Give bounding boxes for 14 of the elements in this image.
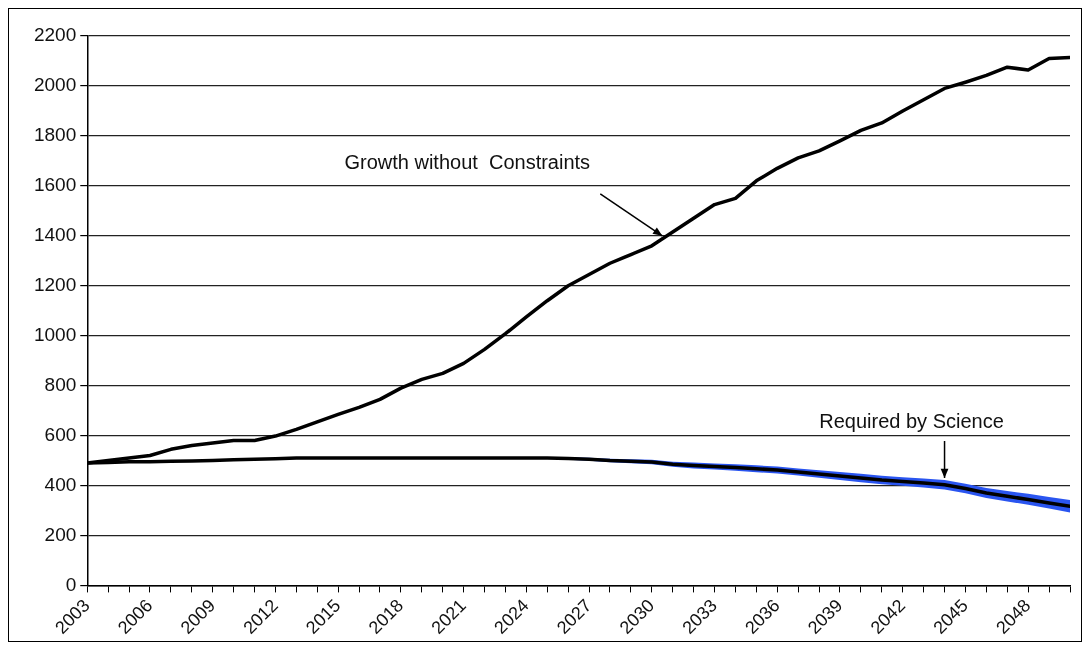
- y-tick-label: 1600: [33, 174, 77, 196]
- y-tick-label: 2000: [33, 74, 77, 96]
- y-tick-label: 1200: [33, 273, 77, 295]
- y-tick-label: 1400: [33, 224, 77, 246]
- annotation: Growth without Constraints: [344, 151, 591, 174]
- y-tick-label: 800: [44, 373, 77, 395]
- y-tick-label: 1000: [33, 323, 77, 345]
- y-tick-label: 0: [65, 573, 77, 595]
- y-tick-label: 2200: [33, 24, 77, 46]
- y-tick-label: 1800: [33, 124, 77, 146]
- y-tick-label: 200: [44, 523, 77, 545]
- annotation: Required by Science: [819, 409, 1004, 432]
- y-tick-label: 400: [44, 473, 77, 495]
- y-tick-label: 600: [44, 423, 77, 445]
